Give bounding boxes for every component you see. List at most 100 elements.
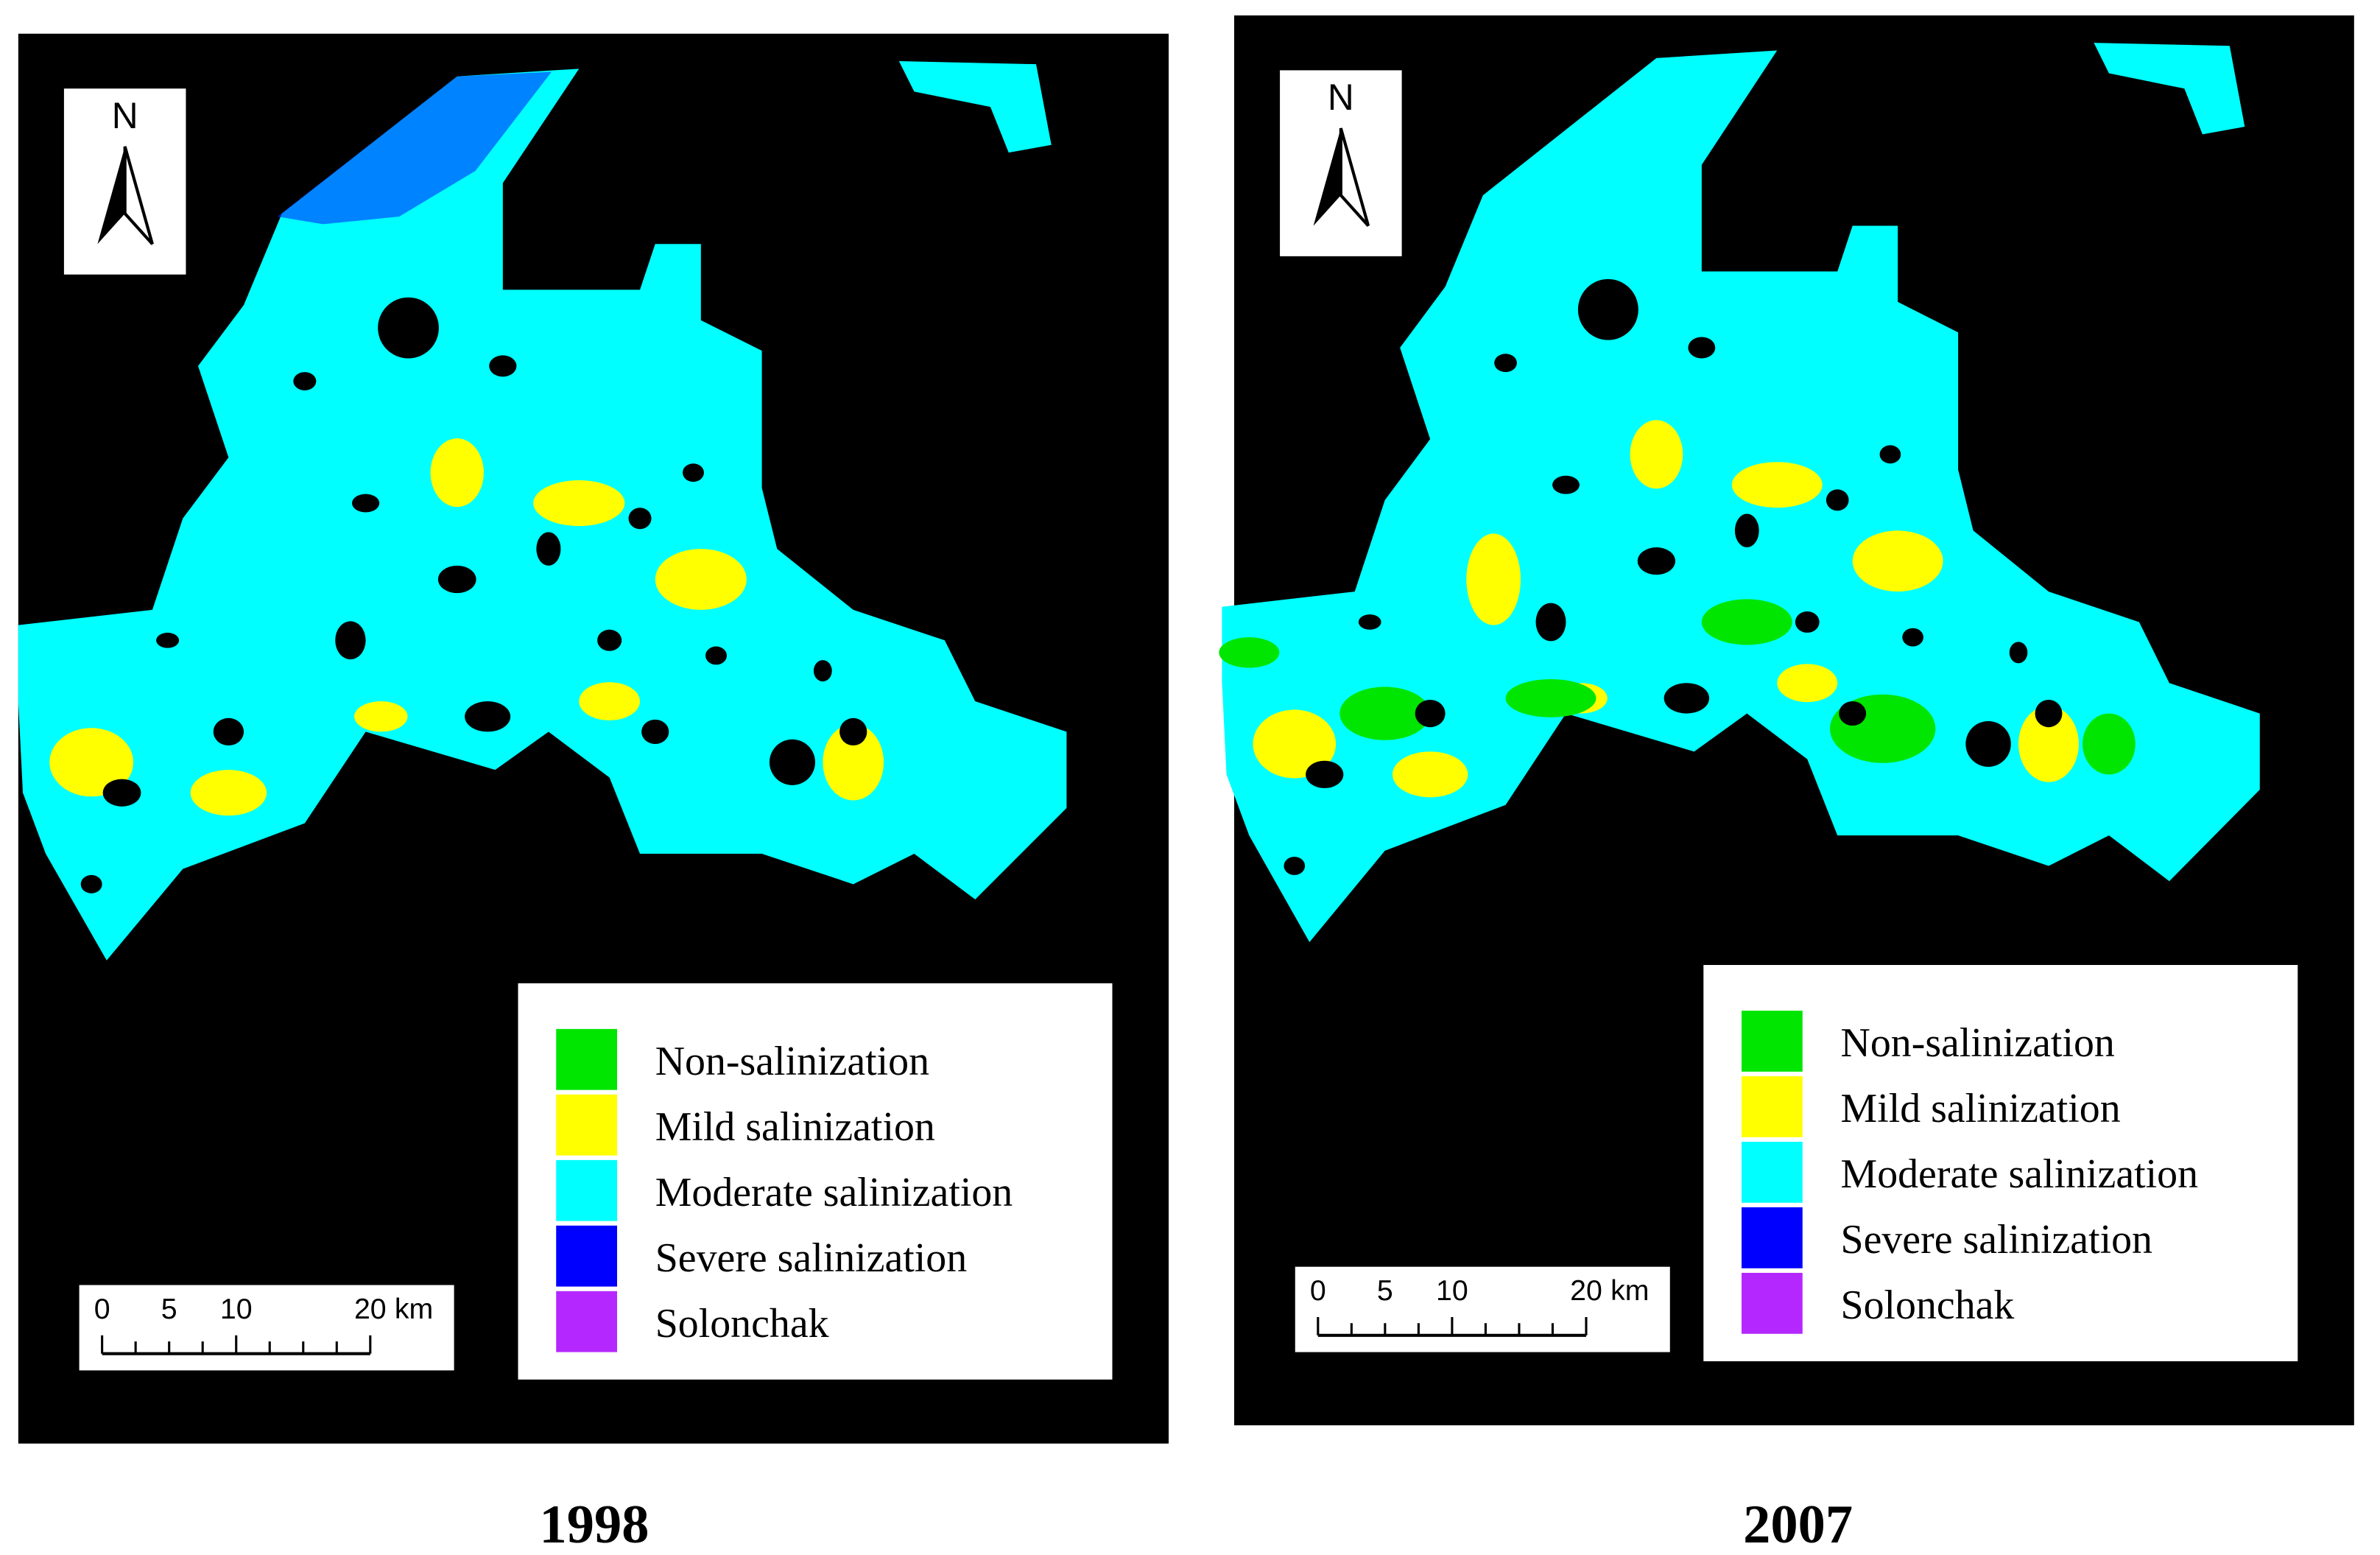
mild-region (430, 438, 484, 508)
non-salinization-region (1219, 637, 1280, 668)
hole (1734, 513, 1759, 548)
hole (1839, 701, 1867, 726)
non-salinization-region (1701, 599, 1792, 645)
legend-label: Mild salinization (1841, 1086, 2121, 1131)
hole (2035, 699, 2063, 728)
hole (705, 646, 727, 665)
legend-label: Severe salinization (655, 1235, 968, 1281)
mild-region (533, 480, 625, 527)
scale-label: 10 (220, 1293, 253, 1325)
hole (641, 719, 669, 744)
non-salinization-region (1339, 687, 1431, 740)
scale-label: 20 (1570, 1274, 1602, 1307)
hole (102, 779, 141, 807)
mild-region (2018, 706, 2079, 782)
legend-label: Moderate salinization (655, 1170, 1013, 1215)
legend-swatch (1742, 1142, 1803, 1203)
scale-unit: km (1610, 1274, 1649, 1307)
hole (1358, 614, 1381, 630)
legend-swatch (556, 1225, 618, 1287)
mild-region (49, 728, 134, 797)
non-salinization-region (1505, 679, 1596, 717)
legend-swatch (1742, 1076, 1803, 1137)
hole (2009, 642, 2028, 664)
scale-box (79, 1285, 454, 1371)
hole (1577, 278, 1638, 340)
north-arrow (1313, 128, 1341, 226)
legend-swatch (556, 1094, 618, 1156)
legend-swatch (1742, 1011, 1803, 1072)
hole (839, 717, 867, 746)
legend-label: Severe salinization (1841, 1217, 2153, 1263)
hole (489, 355, 517, 377)
legend-label: Mild salinization (655, 1104, 935, 1150)
hole (156, 632, 180, 648)
hole (351, 494, 380, 513)
hole (437, 565, 476, 594)
hole (1663, 683, 1710, 714)
mild-region (579, 682, 641, 720)
north-arrow (123, 146, 154, 245)
moderate-region (2094, 43, 2245, 135)
caption: 1998 (539, 1495, 649, 1555)
hole (293, 372, 317, 390)
legend-label: Non-salinization (1841, 1020, 2115, 1066)
caption: 2007 (1743, 1495, 1853, 1555)
legend-swatch (1742, 1207, 1803, 1268)
mild-region (1253, 709, 1337, 779)
non-salinization-region (2082, 713, 2136, 775)
hole (769, 739, 815, 785)
legend-swatch (556, 1291, 618, 1352)
north-label: N (112, 95, 138, 136)
north-label: N (1328, 77, 1354, 118)
legend-label: Non-salinization (655, 1039, 929, 1084)
hole (536, 532, 561, 566)
legend-label: Moderate salinization (1841, 1151, 2199, 1197)
scale-unit: km (395, 1293, 433, 1325)
scale-box (1295, 1266, 1670, 1352)
legend-swatch (1742, 1272, 1803, 1334)
legend-label: Solonchak (655, 1301, 829, 1347)
hole (1494, 354, 1517, 373)
hole (628, 508, 652, 530)
legend-swatch (556, 1159, 618, 1221)
mild-region (1852, 530, 1943, 592)
hole (1306, 760, 1344, 788)
map-panel: N Non-salinization Mild salinization Modera… (1219, 15, 2354, 1425)
hole (378, 297, 439, 359)
hole (1902, 628, 1923, 647)
hole (80, 874, 102, 894)
severe-region (277, 71, 552, 225)
hole (1965, 720, 2011, 768)
hole (1688, 337, 1716, 359)
hole (813, 660, 832, 682)
mild-region (1731, 462, 1823, 508)
mild-region (823, 724, 884, 801)
scale-label: 0 (94, 1293, 110, 1325)
scale-label: 5 (161, 1293, 177, 1325)
hole (1637, 547, 1676, 575)
hole (1795, 611, 1820, 633)
hole (597, 629, 622, 651)
mild-region (1466, 533, 1521, 625)
hole (1552, 475, 1580, 494)
hole (682, 463, 704, 482)
hole (465, 701, 511, 732)
salinization-map (1219, 43, 2260, 942)
north-arrow (1339, 127, 1370, 227)
mild-region (1392, 751, 1468, 798)
mild-region (1630, 420, 1683, 489)
mild-region (655, 549, 747, 610)
map-panel: N Non-salinization Mild salinization Modera… (18, 33, 1169, 1444)
scale-label: 5 (1377, 1274, 1393, 1307)
salinization-map (18, 61, 1067, 961)
hole (1284, 857, 1306, 875)
scale-label: 0 (1310, 1274, 1326, 1307)
hole (1826, 489, 1849, 511)
scale-label: 10 (1436, 1274, 1468, 1307)
hole (1535, 603, 1566, 642)
moderate-region (898, 61, 1052, 153)
legend-swatch (556, 1028, 618, 1090)
